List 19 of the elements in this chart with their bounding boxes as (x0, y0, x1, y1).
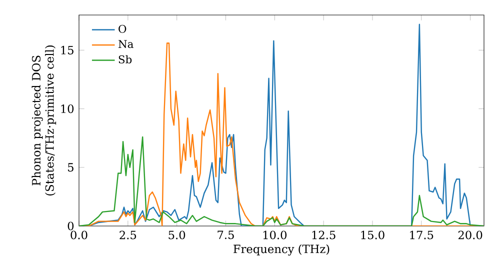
x-tick-label: 20.0 (458, 230, 482, 240)
legend-label: Na (118, 40, 134, 48)
x-tick-label: 17.5 (410, 230, 434, 240)
line-series (79, 136, 484, 226)
legend-label: Sb (118, 55, 132, 64)
x-tick-label: 7.5 (218, 230, 234, 240)
x-axis-title: Frequency (THz) (234, 244, 330, 256)
x-tick-label: 0.0 (70, 230, 88, 240)
x-tick-label: 12.5 (312, 230, 336, 240)
x-tick-label: 15.0 (361, 230, 384, 240)
x-tick-label: 10.0 (263, 230, 287, 240)
x-tick-label: 5.0 (168, 230, 186, 240)
y-tick-label: 15 (61, 46, 74, 54)
y-tick-label: 10 (61, 104, 74, 114)
y-axis-title: Phonon projected DOS (States/THz·primitive cell) (32, 46, 56, 196)
legend-label: O (118, 24, 126, 33)
y-tick-label: 0 (68, 222, 74, 230)
x-tick-label: 2.5 (120, 230, 136, 240)
y-tick-label: 5 (68, 163, 74, 172)
